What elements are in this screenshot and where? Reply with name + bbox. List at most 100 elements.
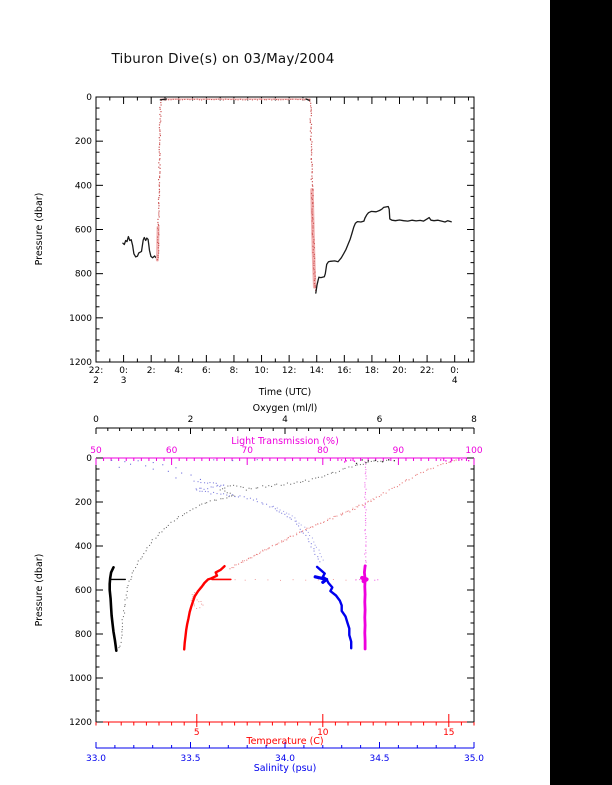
surface-ctd-dot (244, 99, 246, 101)
surface-ctd-dot (304, 99, 306, 101)
y-tick-label: 0 (86, 93, 92, 103)
temperature-deep-curl-dot (191, 594, 193, 596)
descent-ctd-dot (311, 171, 313, 173)
salinity-downcast-dot (234, 496, 236, 498)
oxygen-downcast-dot (245, 489, 247, 491)
ascent-ctd (156, 99, 162, 261)
oxygen-downcast-dot (236, 485, 238, 487)
oxygen-downcast-dot (150, 542, 152, 544)
descent-ctd-dot (311, 141, 313, 143)
oxygen-downcast-dot (124, 599, 126, 601)
light-tick-label: 80 (317, 446, 329, 456)
oxygen-downcast-dot (226, 497, 228, 499)
salinity-downcast-2-dot (318, 549, 320, 551)
temperature-deep-curl-dot (194, 592, 196, 594)
oxygen-downcast-dot (255, 487, 257, 489)
y-tick-label: 200 (75, 137, 92, 147)
ascent-ctd-dot (160, 111, 162, 113)
oxygen-downcast-dot (123, 610, 125, 612)
oxygen-downcast-dot (240, 486, 242, 488)
surface-ctd-dot (265, 99, 267, 101)
temperature-downcast-dot (299, 531, 301, 533)
oxygen-downcast-dot (219, 489, 221, 491)
temperature-downcast-dot (380, 494, 382, 496)
oxygen-downcast-dot (199, 504, 201, 506)
ascent-ctd-dot (157, 239, 159, 241)
temperature-downcast-2-dot (323, 521, 325, 523)
ascent-ctd-dot (158, 149, 160, 151)
oxygen-downcast-dot (330, 472, 332, 474)
temperature-downcast-dot (253, 555, 255, 557)
salinity-downcast-dot (199, 490, 201, 492)
ascent-ctd-dot (158, 146, 160, 148)
surface-ctd-dot (168, 99, 170, 101)
salinity-tick-label: 35.0 (464, 754, 484, 764)
light-downcast-dot (365, 509, 367, 511)
oxygen-tick-label: 0 (93, 415, 99, 425)
oxygen-downcast-dot (158, 532, 160, 534)
descent-ctd-dot (310, 102, 312, 104)
light-downcast-dot (365, 541, 367, 543)
x-tick-label: 0: (119, 366, 128, 376)
temperature-deep-curl-dot (196, 599, 198, 601)
salinity-surface-scatter-dot (190, 474, 192, 476)
salinity-upcast-blob-path (313, 575, 329, 584)
salinity-downcast-dot (216, 485, 218, 487)
temperature-downcast-2-dot (278, 542, 280, 544)
temperature-downcast-dot (391, 487, 393, 489)
oxygen-downcast-dot (126, 587, 128, 589)
light-surface-dots-dot (461, 459, 463, 461)
salinity-tick-label: 34.5 (369, 754, 389, 764)
temperature-downcast-dot (229, 568, 231, 570)
light-downcast-dot (364, 505, 366, 507)
oxygen-downcast-dot (332, 471, 334, 473)
temperature-downcast-2-dot (257, 554, 259, 556)
ascent-ctd-dot (157, 236, 159, 238)
salinity-downcast-dot (216, 493, 218, 495)
descent-ctd-dot (313, 243, 315, 245)
temperature-downcast-dot (405, 479, 407, 481)
oxygen-downcast-dot (143, 553, 145, 555)
temperature-downcast-dot (370, 500, 372, 502)
oxygen-downcast-dot (195, 507, 197, 509)
ascent-ctd-dot (158, 214, 160, 216)
x-tick-label: 16: (337, 366, 351, 376)
pre-dive-rov-track (122, 235, 158, 259)
temperature-downcast-dot (234, 564, 236, 566)
temperature-downcast-2-dot (333, 516, 335, 517)
descent-ctd-dot (310, 107, 312, 109)
ascent-ctd-dot (158, 234, 160, 236)
oxygen-downcast-dot (355, 464, 357, 466)
salinity-downcast-2-dot (311, 537, 313, 539)
descent-ctd-dot (311, 212, 313, 214)
oxygen-downcast-dot (131, 572, 133, 574)
light-tick-label: 100 (465, 446, 482, 456)
salinity-surface-scatter-dot (232, 460, 234, 462)
surface-ctd-dot (218, 98, 220, 100)
temperature-downcast-dot (401, 482, 403, 484)
temperature-downcast-2-dot (302, 530, 304, 532)
descent-ctd-dot (312, 195, 314, 197)
descent-ctd-dot (310, 128, 312, 130)
x-tick-label: 6: (202, 366, 211, 376)
surface-ctd-dot (280, 99, 282, 101)
descent-ctd-dot (311, 197, 313, 199)
surface-ctd-dot (237, 99, 239, 101)
oxygen-downcast-dot (214, 499, 216, 501)
light-downcast-dot (364, 484, 366, 486)
surface-cap-right (305, 98, 311, 102)
ascent-ctd-dot (158, 250, 160, 252)
temperature-downcast-dot (267, 548, 269, 550)
descent-ctd-dot (314, 278, 316, 280)
descent-ctd-dot (311, 152, 313, 154)
surface-cap-left (159, 98, 168, 101)
oxygen-downcast-dot (296, 481, 298, 483)
salinity-downcast-dot (207, 488, 209, 490)
plot-box (95, 96, 475, 363)
temperature-downcast-dot (247, 558, 249, 560)
salinity-downcast-dot (199, 487, 201, 489)
oxygen-downcast-dot (121, 634, 123, 636)
screen-black-strip (550, 0, 612, 785)
descent-ctd-dot (312, 185, 314, 187)
salinity-downcast-dot (274, 508, 276, 510)
